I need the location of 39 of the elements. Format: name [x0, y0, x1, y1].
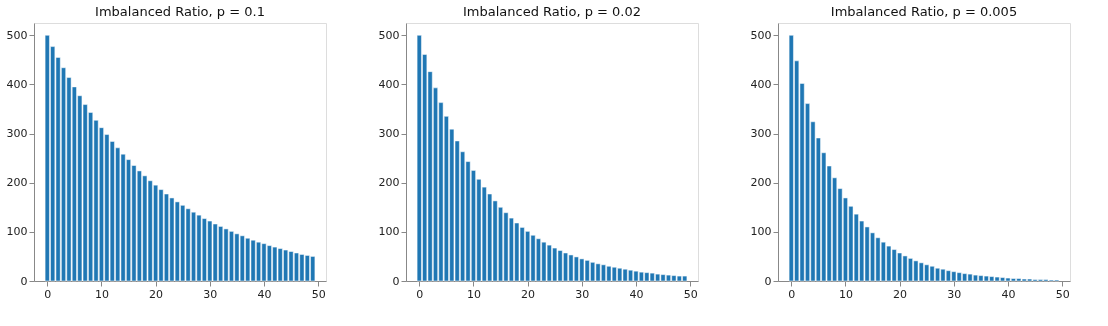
y-tick-label: 500: [750, 28, 772, 42]
x-tick-label: 10: [466, 287, 481, 301]
x-tick-label: 30: [575, 287, 590, 301]
y-tick-label: 400: [750, 77, 772, 91]
y-tick-label: 500: [6, 28, 28, 42]
y-tick-label: 100: [750, 225, 772, 239]
x-tick-label: 50: [683, 287, 698, 301]
y-tick-label: 100: [378, 225, 400, 239]
x-tick-label: 20: [149, 287, 164, 301]
y-tick-label: 300: [750, 127, 772, 141]
x-tick-label: 20: [521, 287, 536, 301]
y-tick-label: 200: [750, 176, 772, 190]
x-tick-label: 10: [94, 287, 109, 301]
x-tick-label: 0: [44, 287, 52, 301]
x-tick-label: 40: [257, 287, 272, 301]
x-tick-label: 40: [629, 287, 644, 301]
y-tick-label: 0: [392, 274, 400, 288]
y-tick-label: 0: [20, 274, 28, 288]
y-tick-label: 200: [378, 176, 400, 190]
x-tick-label: 50: [311, 287, 326, 301]
x-tick-label: 30: [947, 287, 962, 301]
x-tick-label: 30: [203, 287, 218, 301]
x-tick-label: 50: [1055, 287, 1070, 301]
chart-title: Imbalanced Ratio, p = 0.02: [462, 4, 642, 19]
y-tick-label: 300: [6, 127, 28, 141]
x-tick-label: 0: [788, 287, 796, 301]
y-tick-label: 300: [378, 127, 400, 141]
y-tick-label: 100: [6, 225, 28, 239]
chart-title: Imbalanced Ratio, p = 0.1: [95, 4, 265, 19]
x-tick-label: 10: [838, 287, 853, 301]
y-tick-label: 0: [764, 274, 772, 288]
x-tick-label: 20: [893, 287, 908, 301]
y-tick-label: 200: [6, 176, 28, 190]
y-tick-label: 400: [6, 77, 28, 91]
y-tick-label: 500: [378, 28, 400, 42]
x-tick-label: 0: [416, 287, 424, 301]
chart-title: Imbalanced Ratio, p = 0.005: [830, 4, 1018, 19]
y-tick-label: 400: [378, 77, 400, 91]
x-tick-label: 40: [1001, 287, 1016, 301]
